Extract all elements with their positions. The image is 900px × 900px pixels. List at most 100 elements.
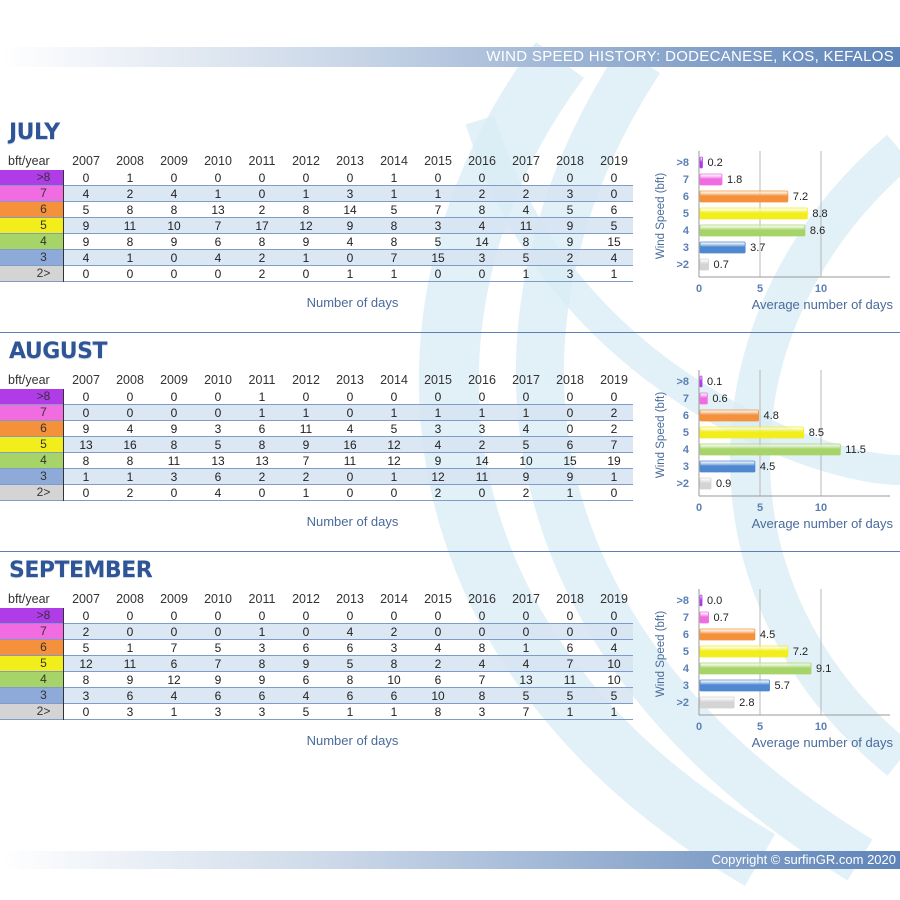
year-header: 2010 <box>204 373 232 387</box>
year-header: 2008 <box>116 592 144 606</box>
table-cell: 2 <box>302 470 310 484</box>
row-divider <box>0 452 633 453</box>
table-cell: 8 <box>170 203 178 217</box>
table-cell: 3 <box>346 187 354 201</box>
table-cell: 1 <box>390 171 398 185</box>
year-header: 2017 <box>512 154 540 168</box>
bar <box>699 696 735 709</box>
page-title: WIND SPEED HISTORY: DODECANESE, KOS, KEF… <box>486 48 894 65</box>
table-cell: 0 <box>434 625 442 639</box>
table-cell: 1 <box>434 406 442 420</box>
table-cell: 12 <box>167 673 181 687</box>
table-cell: 0 <box>390 486 398 500</box>
table-cell: 8 <box>390 219 398 233</box>
year-header: 2012 <box>292 373 320 387</box>
bar-value-label: 2.8 <box>739 697 754 709</box>
table-cell: 4 <box>82 187 90 201</box>
table-cell: 0 <box>170 486 178 500</box>
table-cell: 0 <box>214 267 222 281</box>
table-cell: 12 <box>387 438 401 452</box>
bar <box>699 628 756 641</box>
y-tick-label: 7 <box>683 393 689 405</box>
table-cell: 3 <box>258 641 266 655</box>
table-cell: 6 <box>214 470 222 484</box>
row-label-text: 5 <box>40 656 47 670</box>
row-label-text: 7 <box>40 186 47 200</box>
table-cell: 9 <box>434 454 442 468</box>
table-cell: 7 <box>478 673 486 687</box>
table-cell: 1 <box>610 705 618 719</box>
table-cell: 5 <box>566 689 574 703</box>
table-cell: 1 <box>258 406 266 420</box>
row-divider <box>0 623 633 624</box>
table-cell: 0 <box>170 171 178 185</box>
table-cell: 11 <box>475 470 489 484</box>
row-divider <box>0 719 633 720</box>
row-divider <box>0 687 633 688</box>
x-tick-label: 5 <box>757 721 763 733</box>
year-header: 2018 <box>556 592 584 606</box>
table-cell: 7 <box>214 219 222 233</box>
row-label-text: 6 <box>40 421 47 435</box>
bar <box>699 156 703 169</box>
table-cell: 6 <box>258 689 266 703</box>
table-cell: 4 <box>434 641 442 655</box>
table-cell: 10 <box>607 657 621 671</box>
footer-bar <box>0 851 900 869</box>
table-cell: 11 <box>123 657 137 671</box>
table-cell: 15 <box>563 454 577 468</box>
y-tick-label: 4 <box>683 444 690 456</box>
table-cell: 0 <box>170 406 178 420</box>
table-cell: 15 <box>431 251 445 265</box>
table-cell: 9 <box>82 422 90 436</box>
year-header: 2015 <box>424 592 452 606</box>
x-tick-label: 10 <box>815 502 827 514</box>
table-cell: 0 <box>82 171 90 185</box>
bar <box>699 645 789 658</box>
bar <box>699 392 708 405</box>
row-label: 7 <box>0 624 63 639</box>
table-cell: 11 <box>563 673 577 687</box>
label-column-divider <box>63 170 64 282</box>
bar-chart: 0.2 >8 1.8 7 7.2 6 8.8 5 8.6 4 3.7 3 0.7 >2 0 5 10 Averag… <box>655 151 893 312</box>
table-cell: 5 <box>346 657 354 671</box>
table-cell: 3 <box>478 705 486 719</box>
year-header: 2017 <box>512 373 540 387</box>
row-label-text: 2> <box>36 485 51 499</box>
table-cell: 8 <box>390 657 398 671</box>
table-cell: 8 <box>170 438 178 452</box>
bar-value-label: 8.6 <box>810 225 825 237</box>
table-row: 2> 0 0 0 0 2 0 1 1 0 0 1 3 1 <box>0 266 633 282</box>
y-tick-label: >2 <box>676 478 689 490</box>
y-axis-title: Wind Speed (bft) <box>655 392 667 478</box>
table-cell: 0 <box>82 705 90 719</box>
table-cell: 7 <box>566 657 574 671</box>
table-cell: 2 <box>258 203 266 217</box>
table-cell: 0 <box>302 625 310 639</box>
table-cell: 1 <box>566 486 574 500</box>
table-cell: 9 <box>170 422 178 436</box>
table-cell: 3 <box>478 422 486 436</box>
table-row: 6 5 8 8 13 2 8 14 5 7 8 4 5 6 <box>0 202 633 218</box>
table-cell: 4 <box>214 486 222 500</box>
bar <box>699 190 789 203</box>
table-cell: 0 <box>214 406 222 420</box>
table-cell: 3 <box>434 219 442 233</box>
table-row: >8 0 1 0 0 0 0 0 1 0 0 0 0 0 <box>0 170 633 186</box>
x-tick-label: 0 <box>696 283 702 295</box>
row-band <box>64 624 633 640</box>
table-cell: 0 <box>434 267 442 281</box>
table-cell: 1 <box>214 187 222 201</box>
year-header: 2011 <box>248 592 276 606</box>
table-cell: 3 <box>434 422 442 436</box>
row-label-text: 4 <box>40 453 47 467</box>
table-row: 3 4 1 0 4 2 1 0 7 15 3 5 2 4 <box>0 250 633 266</box>
year-header: 2019 <box>600 373 628 387</box>
table-cell: 6 <box>258 422 266 436</box>
bar <box>699 241 746 254</box>
x-tick-label: 10 <box>815 721 827 733</box>
table-cell: 17 <box>255 219 269 233</box>
year-header: 2011 <box>248 154 276 168</box>
table-x-caption: Number of days <box>306 514 399 529</box>
row-label: 2> <box>0 266 63 281</box>
